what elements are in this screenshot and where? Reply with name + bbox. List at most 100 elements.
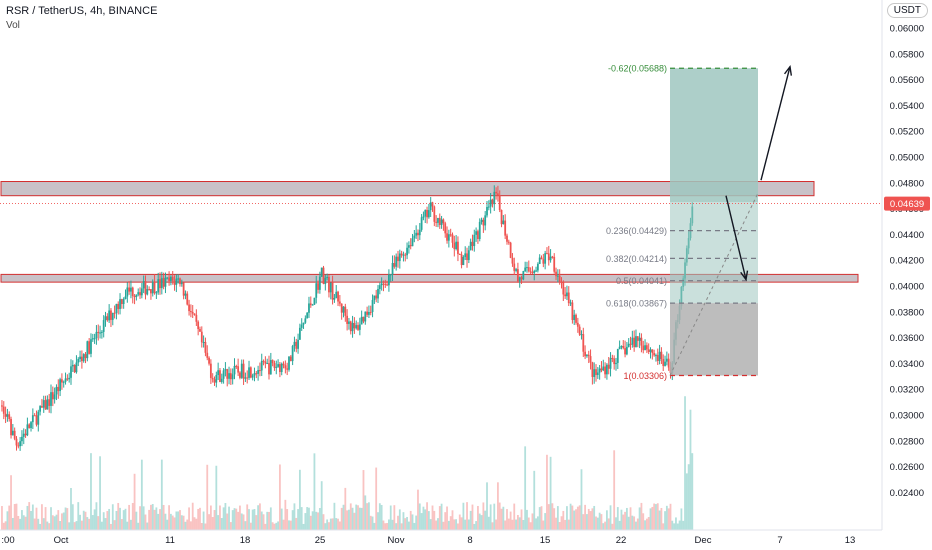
volume-bar	[538, 507, 541, 530]
candle-body	[635, 336, 637, 348]
volume-bar	[24, 516, 27, 530]
volume-bar	[509, 511, 512, 530]
candle-body	[495, 191, 497, 194]
candle-body	[482, 219, 485, 226]
volume-bar	[462, 502, 465, 530]
volume-label: Vol	[6, 20, 20, 31]
candle-body	[358, 324, 361, 330]
candle-body	[624, 348, 626, 355]
volume-bar	[206, 464, 209, 530]
price-tick-label: 0.03200	[890, 385, 924, 396]
volume-bar	[358, 507, 361, 530]
volume-bar	[429, 519, 432, 530]
volume-bar	[511, 519, 514, 530]
volume-bar	[409, 510, 412, 530]
candle-body	[582, 334, 585, 352]
candle-body	[264, 361, 267, 364]
candle-body	[46, 399, 49, 410]
candle-body	[589, 356, 592, 363]
volume-bar	[460, 517, 463, 530]
candle-body	[538, 257, 541, 264]
candle-body	[477, 231, 479, 239]
volume-bar	[556, 506, 559, 530]
volume-bar	[209, 505, 212, 530]
volume-bar	[213, 510, 216, 530]
volume-bar	[542, 520, 545, 530]
volume-bar	[4, 521, 7, 530]
candle-body	[86, 341, 89, 359]
candle-body	[50, 392, 52, 406]
volume-bar	[144, 514, 147, 530]
candle-body	[4, 413, 7, 417]
volume-bar	[6, 511, 9, 530]
volume-bar	[444, 512, 447, 530]
volume-bar	[455, 519, 458, 530]
volume-bar	[682, 520, 685, 530]
candle-body	[180, 282, 183, 285]
volume-bar	[329, 518, 332, 530]
volume-bar	[389, 505, 392, 530]
candle-body	[604, 366, 606, 375]
volume-bar	[277, 521, 279, 530]
volume-bar	[595, 516, 597, 530]
volume-bar	[625, 507, 628, 530]
volume-bar	[70, 488, 72, 530]
volume-bar	[120, 519, 123, 530]
candle-body	[275, 366, 278, 368]
candle-body	[279, 364, 281, 372]
volume-bar	[342, 504, 345, 530]
volume-bar	[235, 508, 238, 530]
volume-bar	[640, 502, 643, 530]
volume-bar	[315, 511, 318, 530]
volume-bar	[371, 516, 374, 530]
chart-title: RSR / TetherUS, 4h, BINANCE	[6, 5, 158, 17]
candle-body	[500, 209, 503, 225]
volume-bar	[638, 507, 641, 530]
volume-bar	[175, 511, 178, 530]
volume-bar	[253, 509, 256, 530]
volume-bar	[179, 510, 181, 530]
volume-bar	[487, 516, 490, 530]
volume-bar	[446, 506, 448, 530]
candle-body	[226, 369, 229, 379]
volume-bar	[562, 510, 565, 530]
volume-bar	[411, 514, 414, 530]
volume-bar	[395, 523, 398, 530]
volume-bar	[208, 514, 210, 530]
candle-body	[524, 267, 527, 272]
volume-bar	[88, 518, 91, 530]
volume-bar	[422, 506, 425, 530]
candle-body	[322, 267, 325, 284]
candle-body	[55, 386, 58, 395]
volume-bar	[100, 521, 103, 530]
candle-body	[362, 316, 365, 322]
volume-bar	[382, 520, 385, 530]
price-tick-label: 0.05600	[890, 75, 924, 86]
candle-body	[391, 263, 394, 275]
volume-bar	[171, 515, 174, 530]
volume-bar	[284, 499, 287, 530]
candle-body	[71, 364, 74, 367]
volume-bar	[377, 512, 379, 530]
candle-body	[544, 253, 547, 264]
candle-body	[527, 267, 530, 272]
candle-body	[526, 267, 528, 269]
volume-bar	[195, 518, 198, 530]
candle-body	[449, 234, 452, 236]
candle-body	[120, 299, 123, 305]
candle-body	[306, 312, 309, 319]
volume-bar	[302, 523, 305, 530]
volume-bar	[164, 513, 167, 530]
price-tick-label: 0.04400	[890, 230, 924, 241]
volume-bar	[493, 503, 496, 530]
candle-body	[289, 356, 292, 362]
volume-bar	[202, 511, 205, 530]
volume-bar	[369, 515, 372, 530]
candle-body	[206, 352, 209, 358]
candle-body	[88, 341, 91, 354]
candle-body	[662, 359, 665, 366]
currency-button[interactable]: USDT	[886, 3, 928, 18]
time-tick-label: :00	[1, 535, 14, 546]
candle-body	[397, 256, 399, 262]
